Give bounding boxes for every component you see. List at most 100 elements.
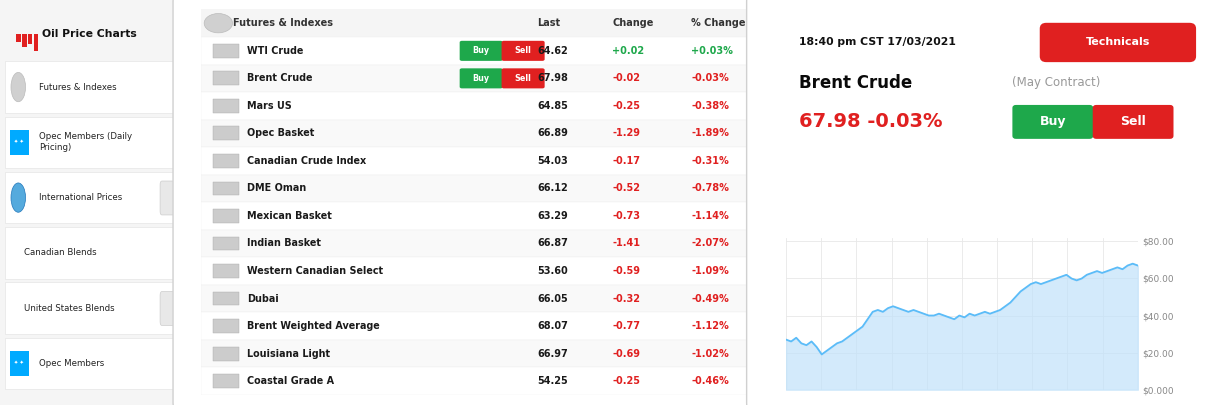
Text: Brent Crude: Brent Crude [798, 74, 912, 92]
Text: -0.17: -0.17 [613, 156, 640, 166]
Text: 18:40 pm CST 17/03/2021: 18:40 pm CST 17/03/2021 [798, 37, 956, 47]
Text: Indian Basket: Indian Basket [246, 239, 320, 249]
Text: Opec Members: Opec Members [39, 359, 104, 368]
Text: -0.31%: -0.31% [691, 156, 729, 166]
Text: -1.14%: -1.14% [691, 211, 729, 221]
FancyBboxPatch shape [1013, 105, 1093, 139]
FancyBboxPatch shape [460, 41, 502, 61]
Text: -0.52: -0.52 [613, 183, 640, 194]
FancyBboxPatch shape [747, 0, 1213, 405]
Text: -1.89%: -1.89% [691, 128, 729, 139]
Text: +0.02: +0.02 [613, 46, 644, 56]
Bar [212, 71, 239, 85]
Text: -0.02: -0.02 [613, 73, 640, 83]
Text: 68.07: 68.07 [537, 321, 568, 331]
Bar [5, 338, 197, 389]
Text: Buy: Buy [473, 46, 490, 55]
Text: ✦ ✦: ✦ ✦ [15, 361, 24, 366]
Bar [201, 175, 768, 202]
FancyBboxPatch shape [460, 68, 502, 88]
Text: 64.62: 64.62 [537, 46, 568, 56]
Text: -1.12%: -1.12% [691, 321, 729, 331]
Text: 63.29: 63.29 [537, 211, 568, 221]
Bar [5, 227, 197, 279]
Text: -0.59: -0.59 [613, 266, 640, 276]
Text: International Prices: International Prices [39, 193, 123, 202]
Text: Brent Weighted Average: Brent Weighted Average [246, 321, 380, 331]
Text: -0.49%: -0.49% [691, 294, 729, 303]
Text: Change: Change [613, 18, 654, 28]
Text: Coastal Grade A: Coastal Grade A [246, 376, 334, 386]
Text: 66.05: 66.05 [537, 294, 568, 303]
Bar [212, 99, 239, 113]
Text: 66.12: 66.12 [537, 183, 568, 194]
Text: Brent Crude: Brent Crude [246, 73, 312, 83]
FancyBboxPatch shape [0, 0, 213, 405]
FancyBboxPatch shape [173, 0, 796, 405]
FancyBboxPatch shape [502, 68, 545, 88]
Text: 53.60: 53.60 [537, 266, 568, 276]
Bar [201, 147, 768, 175]
Text: -2.07%: -2.07% [691, 239, 729, 249]
Circle shape [11, 183, 25, 212]
Bar [212, 126, 239, 141]
Bar [5, 172, 197, 223]
Bar [201, 37, 768, 65]
Bar [201, 340, 768, 367]
Text: Futures & Indexes: Futures & Indexes [233, 18, 332, 28]
Text: Sell: Sell [1121, 115, 1146, 128]
Bar [212, 181, 239, 195]
FancyBboxPatch shape [1093, 105, 1173, 139]
Text: Buy: Buy [1040, 115, 1066, 128]
Text: ✦ ✦: ✦ ✦ [15, 140, 24, 145]
Bar [212, 209, 239, 223]
Text: Mars US: Mars US [246, 101, 291, 111]
Bar [201, 312, 768, 340]
Bar [201, 257, 768, 285]
Text: 64.85: 64.85 [537, 101, 568, 111]
Bar [201, 230, 768, 257]
Bar [34, 34, 38, 51]
Circle shape [204, 13, 233, 33]
Bar [5, 117, 197, 168]
Bar [212, 44, 239, 58]
Bar [28, 34, 33, 45]
Bar [5, 62, 197, 113]
Text: -0.25: -0.25 [613, 376, 640, 386]
Text: -0.46%: -0.46% [691, 376, 729, 386]
FancyBboxPatch shape [160, 181, 190, 215]
Text: -0.69: -0.69 [613, 349, 640, 358]
Text: -0.25: -0.25 [613, 101, 640, 111]
Circle shape [11, 72, 25, 102]
Bar [201, 92, 768, 119]
Text: Sell: Sell [514, 46, 531, 55]
Bar [212, 292, 239, 305]
Text: Dubai: Dubai [246, 294, 279, 303]
Text: (May Contract): (May Contract) [1012, 76, 1100, 89]
Text: -0.77: -0.77 [613, 321, 640, 331]
Text: ▾: ▾ [173, 304, 177, 313]
Text: Buy: Buy [473, 74, 490, 83]
Text: 54.25: 54.25 [537, 376, 568, 386]
Text: Canadian Crude Index: Canadian Crude Index [246, 156, 366, 166]
Bar [212, 237, 239, 250]
Text: WTI Crude: WTI Crude [246, 46, 303, 56]
Bar [212, 154, 239, 168]
Bar [201, 202, 768, 230]
Text: Last: Last [537, 18, 560, 28]
Text: +0.03%: +0.03% [691, 46, 733, 56]
Text: -1.41: -1.41 [613, 239, 640, 249]
Bar [22, 34, 27, 47]
Text: 67.98 -0.03%: 67.98 -0.03% [798, 112, 943, 131]
Text: -0.32: -0.32 [613, 294, 640, 303]
Text: Western Canadian Select: Western Canadian Select [246, 266, 383, 276]
Text: ▾: ▾ [173, 193, 177, 202]
Text: 66.97: 66.97 [537, 349, 568, 358]
Text: United States Blends: United States Blends [24, 304, 115, 313]
Bar [201, 367, 768, 395]
Bar [10, 130, 29, 155]
Bar [10, 351, 29, 376]
Text: Opec Members (Daily
Pricing): Opec Members (Daily Pricing) [39, 132, 132, 152]
Text: Mexican Basket: Mexican Basket [246, 211, 331, 221]
Bar [212, 374, 239, 388]
